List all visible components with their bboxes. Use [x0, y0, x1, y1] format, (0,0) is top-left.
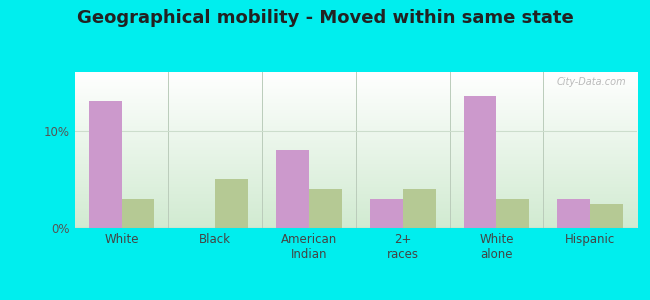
- Bar: [497, 199, 529, 228]
- Bar: [309, 189, 342, 228]
- Bar: [557, 199, 590, 228]
- Text: Geographical mobility - Moved within same state: Geographical mobility - Moved within sam…: [77, 9, 573, 27]
- Bar: [590, 204, 623, 228]
- Bar: [122, 199, 155, 228]
- Bar: [403, 189, 436, 228]
- Text: City-Data.com: City-Data.com: [556, 77, 626, 87]
- Bar: [276, 150, 309, 228]
- Bar: [370, 199, 403, 228]
- Bar: [463, 96, 497, 228]
- Bar: [215, 179, 248, 228]
- Bar: [89, 101, 122, 228]
